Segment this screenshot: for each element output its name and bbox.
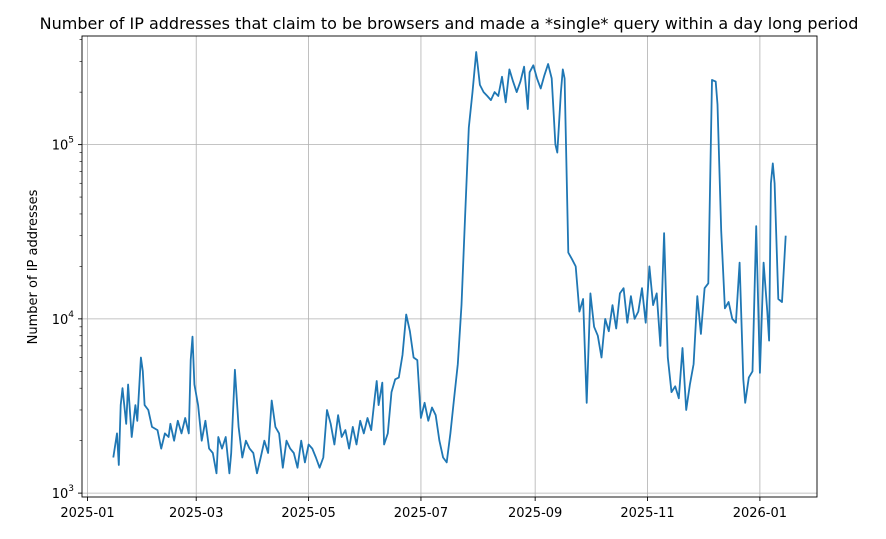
x-axis: 2025-01 2025-03 2025-05 2025-07 2025-09 2025-… [60,497,787,521]
y-tick-label: 104 [52,310,75,328]
chart-title: Number of IP addresses that claim to be … [40,14,859,33]
axes-frame [81,35,818,498]
x-tick-label: 2025-07 [394,506,448,521]
y-axis: 103 104 105 [52,39,82,502]
x-tick-label: 2025-05 [281,506,335,521]
series-line [112,51,787,475]
x-tick-label: 2025-03 [169,506,223,521]
plot-area [112,51,787,475]
x-tick-label: 2025-09 [508,506,562,521]
y-axis-label: Number of IP addresses [26,189,41,344]
x-tick-label: 2025-11 [620,506,674,521]
y-tick-label: 105 [52,136,74,154]
x-tick-label: 2025-01 [60,506,114,521]
y-tick-label: 103 [52,484,74,502]
gridlines [82,36,817,497]
x-tick-label: 2026-01 [733,506,787,521]
